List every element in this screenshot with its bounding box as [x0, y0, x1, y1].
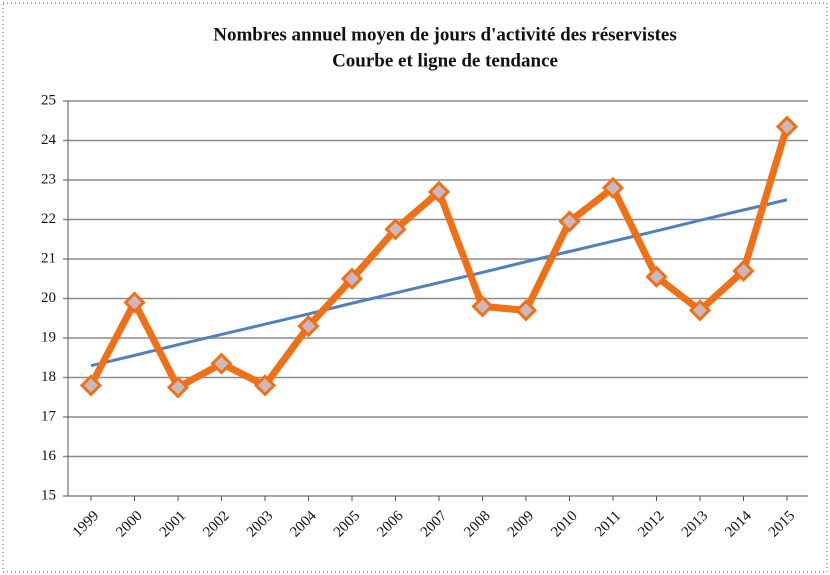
marker	[427, 180, 451, 203]
x-tick-label: 2012	[635, 508, 668, 541]
chart-title: Nombres annuel moyen de jours d'activité…	[213, 24, 677, 45]
y-tick-label: 17	[41, 408, 57, 424]
x-tick-label: 2011	[592, 508, 624, 540]
marker	[79, 374, 103, 397]
y-tick-label: 23	[41, 171, 56, 187]
marker	[558, 210, 581, 233]
x-tick-label: 2010	[548, 508, 581, 541]
marker	[166, 376, 190, 399]
x-tick-label: 2005	[331, 508, 364, 541]
x-tick-label: 2008	[461, 508, 494, 541]
x-tick-label: 2002	[200, 508, 233, 541]
x-tick-label: 1999	[70, 508, 103, 541]
x-tick-label: 2009	[505, 508, 538, 541]
marker	[601, 176, 625, 200]
marker	[384, 218, 407, 241]
marker	[775, 115, 799, 138]
y-tick-label: 22	[41, 211, 56, 227]
x-tick-label: 2004	[287, 508, 320, 541]
y-tick-label: 21	[41, 250, 56, 266]
y-tick-label: 15	[41, 487, 56, 503]
x-tick-label: 2001	[157, 508, 190, 541]
y-tick-label: 24	[41, 132, 57, 148]
x-tick-label: 2003	[244, 508, 277, 541]
data-line	[87, 125, 791, 391]
chart-subtitle: Courbe et ligne de tendance	[332, 50, 558, 71]
marker	[471, 295, 494, 318]
y-tick-label: 25	[41, 92, 56, 108]
x-tick-label: 2014	[722, 508, 755, 541]
marker	[688, 299, 712, 322]
marker	[514, 299, 538, 322]
y-tick-label: 18	[41, 369, 56, 385]
marker	[123, 291, 146, 314]
marker	[340, 267, 364, 290]
marker	[297, 315, 320, 338]
y-tick-label: 19	[41, 329, 56, 345]
marker	[210, 352, 233, 375]
x-tick-label: 2007	[418, 508, 451, 541]
x-tick-label: 2006	[374, 508, 407, 541]
x-tick-label: 2013	[679, 508, 712, 541]
x-tick-label: 2000	[113, 508, 146, 541]
trend-line	[90, 198, 788, 368]
x-tick-label: 2015	[766, 508, 799, 541]
marker	[253, 374, 277, 397]
marker	[732, 259, 755, 282]
y-tick-label: 16	[41, 448, 57, 464]
marker	[645, 265, 668, 288]
y-tick-label: 20	[41, 290, 56, 306]
